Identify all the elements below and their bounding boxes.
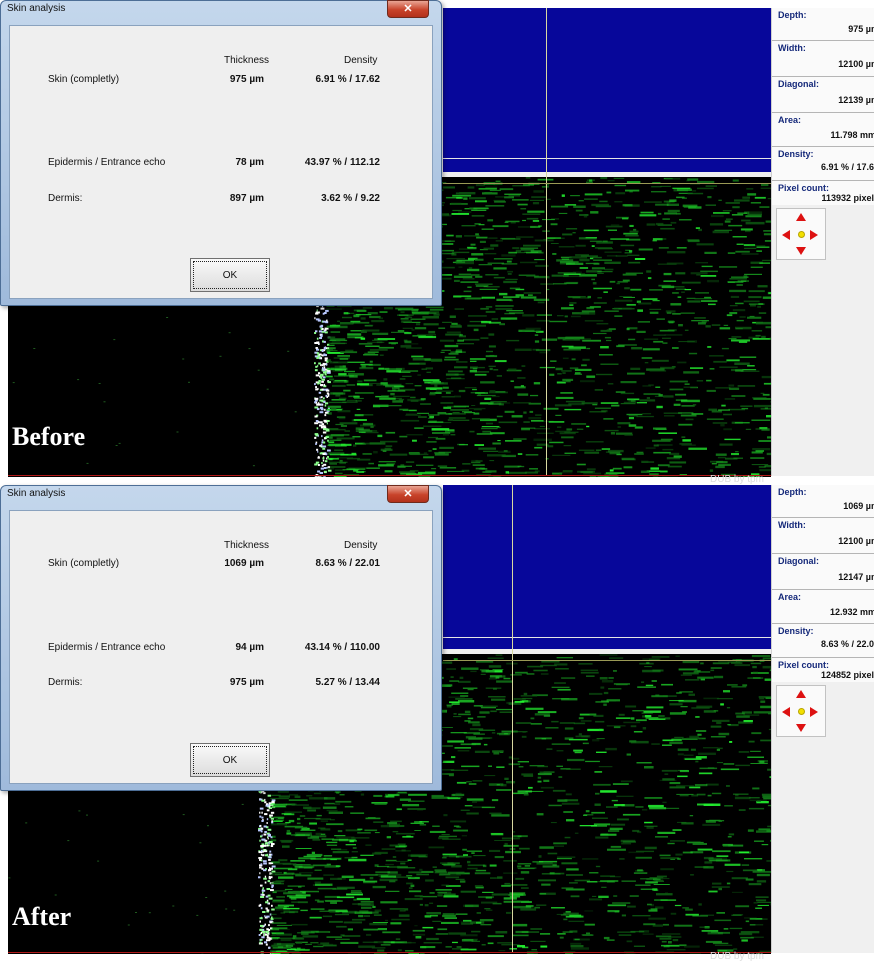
diagonal-label: Diagonal: [778, 79, 819, 89]
area-value: 11.798 mm² [830, 130, 874, 140]
cursor-navigation-pad [776, 208, 826, 260]
center-dot-icon[interactable] [798, 708, 805, 715]
value-dermis-density: 5.27 % / 13.44 [316, 677, 381, 688]
row-label-skin: Skin (completly) [48, 74, 119, 85]
a-scan-blue-area [443, 8, 771, 172]
arrow-right-icon[interactable] [810, 230, 818, 240]
value-dermis-thickness: 897 µm [230, 193, 264, 204]
pixel-count-label: Pixel count: [778, 183, 829, 193]
depth-label: Depth: [778, 487, 807, 497]
column-header-density: Density [344, 540, 377, 551]
diagonal-box: Diagonal: 12139 µm [772, 77, 874, 113]
dialog-title: Skin analysis [7, 3, 65, 14]
ok-button[interactable]: OK [190, 258, 270, 292]
arrow-left-icon[interactable] [782, 230, 790, 240]
measurement-side-panel: Depth: 1069 µm Width: 12100 µm Diagonal:… [771, 485, 874, 953]
panel-after: After DUB by tpm Skin analysis ✕ Thickne… [0, 477, 874, 953]
pixel-count-value: 113932 pixels [821, 193, 874, 203]
value-dermis-thickness: 975 µm [230, 677, 264, 688]
value-skin-density: 6.91 % / 17.62 [316, 74, 381, 85]
density-box: Density: 6.91 % / 17.62 [772, 147, 874, 181]
width-box: Width: 12100 µm [772, 41, 874, 77]
dialog-body: Thickness Density Skin (completly) 975 µ… [9, 25, 433, 299]
close-icon: ✕ [403, 488, 412, 500]
diagonal-value: 12147 µm [838, 572, 874, 582]
density-value: 8.63 % / 22.01 [821, 639, 874, 649]
diagonal-box: Diagonal: 12147 µm [772, 554, 874, 590]
upper-boundary-line [443, 183, 771, 184]
diagonal-value: 12139 µm [838, 95, 874, 105]
a-scan-baseline [443, 158, 771, 159]
close-button[interactable]: ✕ [387, 0, 429, 18]
skin-analysis-dialog: Skin analysis ✕ Thickness Density Skin (… [0, 0, 442, 306]
close-icon: ✕ [403, 3, 412, 15]
lower-boundary-line [8, 475, 771, 476]
density-value: 6.91 % / 17.62 [821, 162, 874, 172]
value-epidermis-density: 43.14 % / 110.00 [305, 642, 380, 653]
pixel-count-box: Pixel count: 113932 pixels [772, 181, 874, 205]
panel-before: Before DUB by tpm Skin analysis ✕ Thickn… [0, 0, 874, 476]
pixel-count-label: Pixel count: [778, 660, 829, 670]
diagonal-label: Diagonal: [778, 556, 819, 566]
ok-button[interactable]: OK [190, 743, 270, 777]
upper-boundary-line [443, 660, 771, 661]
area-value: 12.932 mm² [830, 607, 874, 617]
density-label: Density: [778, 149, 814, 159]
width-value: 12100 µm [838, 536, 874, 546]
value-epidermis-thickness: 94 µm [235, 642, 264, 653]
row-label-skin: Skin (completly) [48, 558, 119, 569]
pixel-count-value: 124852 pixels [821, 670, 874, 680]
area-box: Area: 11.798 mm² [772, 113, 874, 147]
panel-label: After [12, 902, 71, 932]
arrow-left-icon[interactable] [782, 707, 790, 717]
width-label: Width: [778, 520, 806, 530]
arrow-down-icon[interactable] [796, 724, 806, 732]
dialog-body: Thickness Density Skin (completly) 1069 … [9, 510, 433, 784]
column-header-density: Density [344, 55, 377, 66]
dialog-title: Skin analysis [7, 488, 65, 499]
value-epidermis-density: 43.97 % / 112.12 [305, 157, 380, 168]
center-dot-icon[interactable] [798, 231, 805, 238]
arrow-up-icon[interactable] [796, 213, 806, 221]
pixel-count-box: Pixel count: 124852 pixels [772, 658, 874, 682]
column-header-thickness: Thickness [224, 540, 269, 551]
row-label-dermis: Dermis: [48, 193, 82, 204]
width-value: 12100 µm [838, 59, 874, 69]
vertical-cursor[interactable] [512, 485, 513, 953]
depth-label: Depth: [778, 10, 807, 20]
depth-value: 1069 µm [843, 501, 874, 511]
density-box: Density: 8.63 % / 22.01 [772, 624, 874, 658]
depth-box: Depth: 1069 µm [772, 485, 874, 518]
a-scan-blue-area [443, 485, 771, 649]
arrow-up-icon[interactable] [796, 690, 806, 698]
area-label: Area: [778, 592, 801, 602]
a-scan-baseline [443, 637, 771, 638]
area-label: Area: [778, 115, 801, 125]
arrow-down-icon[interactable] [796, 247, 806, 255]
depth-box: Depth: 975 µm [772, 8, 874, 41]
density-label: Density: [778, 626, 814, 636]
width-label: Width: [778, 43, 806, 53]
cursor-navigation-pad [776, 685, 826, 737]
value-dermis-density: 3.62 % / 9.22 [321, 193, 380, 204]
close-button[interactable]: ✕ [387, 485, 429, 503]
value-skin-thickness: 975 µm [230, 74, 264, 85]
row-label-epidermis: Epidermis / Entrance echo [48, 642, 165, 653]
row-label-dermis: Dermis: [48, 677, 82, 688]
panel-label: Before [12, 422, 85, 452]
vertical-cursor[interactable] [546, 8, 547, 476]
value-epidermis-thickness: 78 µm [235, 157, 264, 168]
depth-value: 975 µm [848, 24, 874, 34]
value-skin-density: 8.63 % / 22.01 [316, 558, 381, 569]
row-label-epidermis: Epidermis / Entrance echo [48, 157, 165, 168]
width-box: Width: 12100 µm [772, 518, 874, 554]
measurement-side-panel: Depth: 975 µm Width: 12100 µm Diagonal: … [771, 8, 874, 476]
column-header-thickness: Thickness [224, 55, 269, 66]
arrow-right-icon[interactable] [810, 707, 818, 717]
value-skin-thickness: 1069 µm [224, 558, 264, 569]
skin-analysis-dialog: Skin analysis ✕ Thickness Density Skin (… [0, 485, 442, 791]
area-box: Area: 12.932 mm² [772, 590, 874, 624]
